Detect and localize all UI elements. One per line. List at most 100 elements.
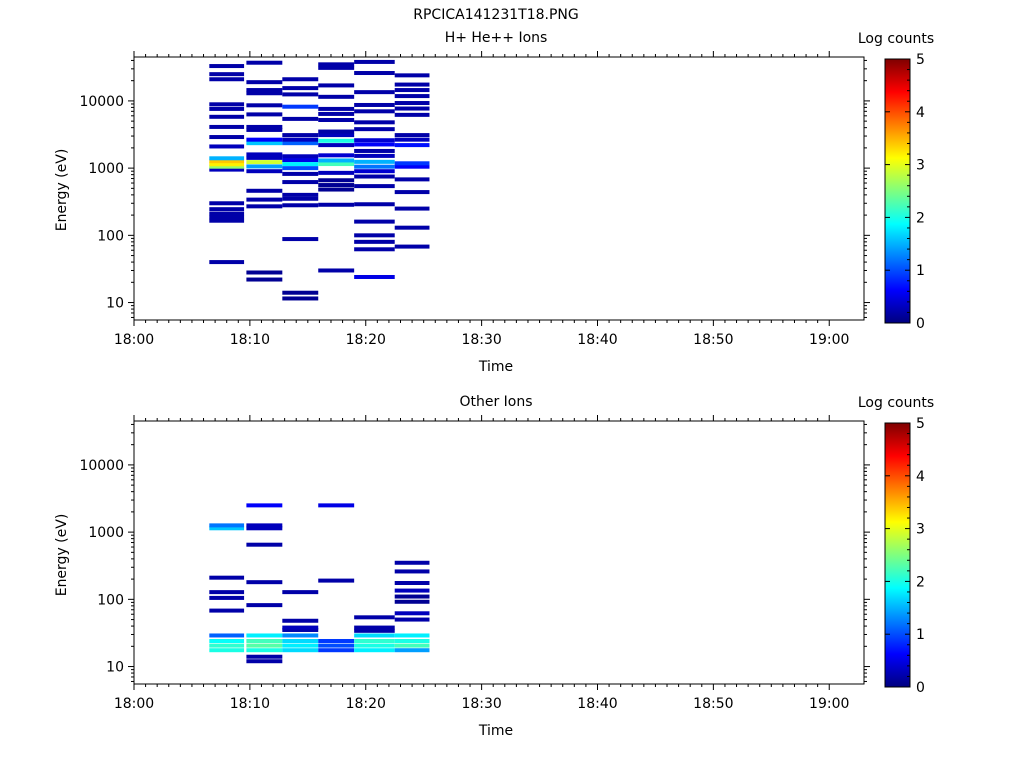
heatmap-cell bbox=[282, 590, 319, 595]
panel-title: Other Ions bbox=[459, 394, 532, 410]
panel-title: H+ He++ Ions bbox=[445, 30, 548, 46]
heatmap-cell bbox=[209, 218, 245, 223]
x-tick-label: 18:50 bbox=[693, 332, 733, 348]
colorbar-tick-label: 5 bbox=[916, 52, 925, 68]
heatmap-cell bbox=[318, 111, 355, 116]
colorbar-tick-label: 2 bbox=[916, 210, 925, 226]
heatmap-cell bbox=[246, 112, 283, 117]
x-tick-label: 18:00 bbox=[114, 332, 154, 348]
heatmap-cell bbox=[318, 94, 355, 99]
heatmap-cell bbox=[354, 71, 395, 76]
heatmap-cell bbox=[246, 155, 283, 160]
heatmap-cell bbox=[354, 120, 395, 125]
heatmap-cell bbox=[318, 153, 355, 158]
heatmap-cell bbox=[318, 648, 355, 653]
heatmap-cell bbox=[282, 171, 319, 176]
heatmap-cell bbox=[282, 162, 319, 167]
heatmap-cell bbox=[282, 133, 319, 138]
heatmap-cell bbox=[394, 638, 430, 643]
heatmap-cell bbox=[394, 133, 430, 138]
heatmap-cell bbox=[246, 160, 283, 165]
heatmap-cell bbox=[246, 197, 283, 202]
heatmap-cell bbox=[209, 106, 245, 111]
heatmap-cell bbox=[318, 117, 355, 122]
heatmap-cell bbox=[209, 156, 245, 161]
colorbar-tick-label: 2 bbox=[916, 574, 925, 590]
heatmap-cell bbox=[246, 60, 283, 65]
colorbar-tick-label: 1 bbox=[916, 627, 925, 643]
heatmap-cell bbox=[354, 274, 395, 279]
heatmap-cell bbox=[209, 135, 245, 140]
heatmap-cell bbox=[354, 638, 395, 643]
heatmap-cell bbox=[246, 638, 283, 643]
heatmap-cell bbox=[246, 152, 283, 157]
heatmap-cell bbox=[282, 196, 319, 201]
x-tick-label: 18:10 bbox=[230, 696, 270, 712]
y-tick-label: 1000 bbox=[88, 161, 124, 177]
heatmap-cell bbox=[394, 190, 430, 195]
heatmap-cell bbox=[282, 77, 319, 82]
x-tick-label: 19:00 bbox=[809, 332, 849, 348]
plot-frame bbox=[133, 56, 865, 321]
heatmap-cell bbox=[354, 615, 395, 620]
heatmap-cell bbox=[209, 260, 245, 265]
heatmap-cell bbox=[354, 233, 395, 238]
heatmap-cell bbox=[394, 633, 430, 638]
heatmap-cell bbox=[318, 65, 355, 70]
heatmap-cell bbox=[318, 202, 355, 207]
heatmap-cell bbox=[209, 207, 245, 212]
heatmap-cell bbox=[246, 643, 283, 648]
heatmap-cell bbox=[209, 523, 245, 528]
heatmap-cells bbox=[209, 59, 430, 301]
heatmap-cell bbox=[318, 129, 355, 134]
heatmap-cell bbox=[282, 86, 319, 91]
heatmap-cell bbox=[394, 88, 430, 93]
figure-title: RPCICA141231T18.PNG bbox=[413, 7, 578, 23]
heatmap-cell bbox=[282, 141, 319, 146]
heatmap-cell bbox=[209, 102, 245, 107]
heatmap-cell bbox=[209, 201, 245, 206]
heatmap-cell bbox=[318, 268, 355, 273]
panel-h-he-ions: H+ He++ Ions 18:00 18:10 18:20 18:30 18:40 18… bbox=[54, 30, 934, 375]
heatmap-cell bbox=[282, 633, 319, 638]
colorbar: 0 1 2 3 4 5 bbox=[884, 52, 925, 332]
heatmap-cell bbox=[282, 92, 319, 97]
heatmap-cell bbox=[354, 164, 395, 169]
x-tick-label: 18:30 bbox=[461, 332, 501, 348]
heatmap-cell bbox=[282, 648, 319, 653]
heatmap-cell bbox=[209, 64, 245, 69]
heatmap-cell bbox=[282, 627, 319, 632]
heatmap-cell bbox=[354, 148, 395, 153]
heatmap-cell bbox=[318, 143, 355, 148]
heatmap-cell bbox=[246, 270, 283, 275]
y-tick-label: 100 bbox=[97, 228, 124, 244]
x-tick-label: 18:40 bbox=[577, 332, 617, 348]
heatmap-cell bbox=[318, 638, 355, 643]
heatmap-cell bbox=[394, 206, 430, 211]
heatmap-cell bbox=[394, 94, 430, 99]
colorbar-tick-label: 4 bbox=[916, 469, 925, 485]
heatmap-cell bbox=[246, 648, 283, 653]
heatmap-cell bbox=[209, 77, 245, 82]
colorbar-gradient bbox=[884, 58, 911, 324]
heatmap-cell bbox=[394, 101, 430, 106]
x-axis: 18:00 18:10 18:20 18:30 18:40 18:50 19:00 bbox=[114, 51, 849, 348]
heatmap-cell bbox=[246, 169, 283, 174]
colorbar-tick-label: 5 bbox=[916, 416, 925, 432]
heatmap-cell bbox=[246, 204, 283, 209]
heatmap-cell bbox=[282, 643, 319, 648]
heatmap-cell bbox=[282, 192, 319, 197]
y-axis: 10 100 1000 10000 bbox=[79, 423, 870, 682]
heatmap-cell bbox=[354, 90, 395, 95]
heatmap-cell bbox=[354, 153, 395, 158]
heatmap-cell bbox=[394, 73, 430, 78]
heatmap-cell bbox=[209, 114, 245, 119]
heatmap-cell bbox=[354, 202, 395, 207]
heatmap-cell bbox=[209, 164, 245, 169]
heatmap-cell bbox=[246, 526, 283, 531]
heatmap-cell bbox=[209, 575, 245, 580]
x-tick-label: 18:50 bbox=[693, 696, 733, 712]
x-axis-label: Time bbox=[478, 723, 513, 739]
heatmap-cell bbox=[394, 611, 430, 616]
